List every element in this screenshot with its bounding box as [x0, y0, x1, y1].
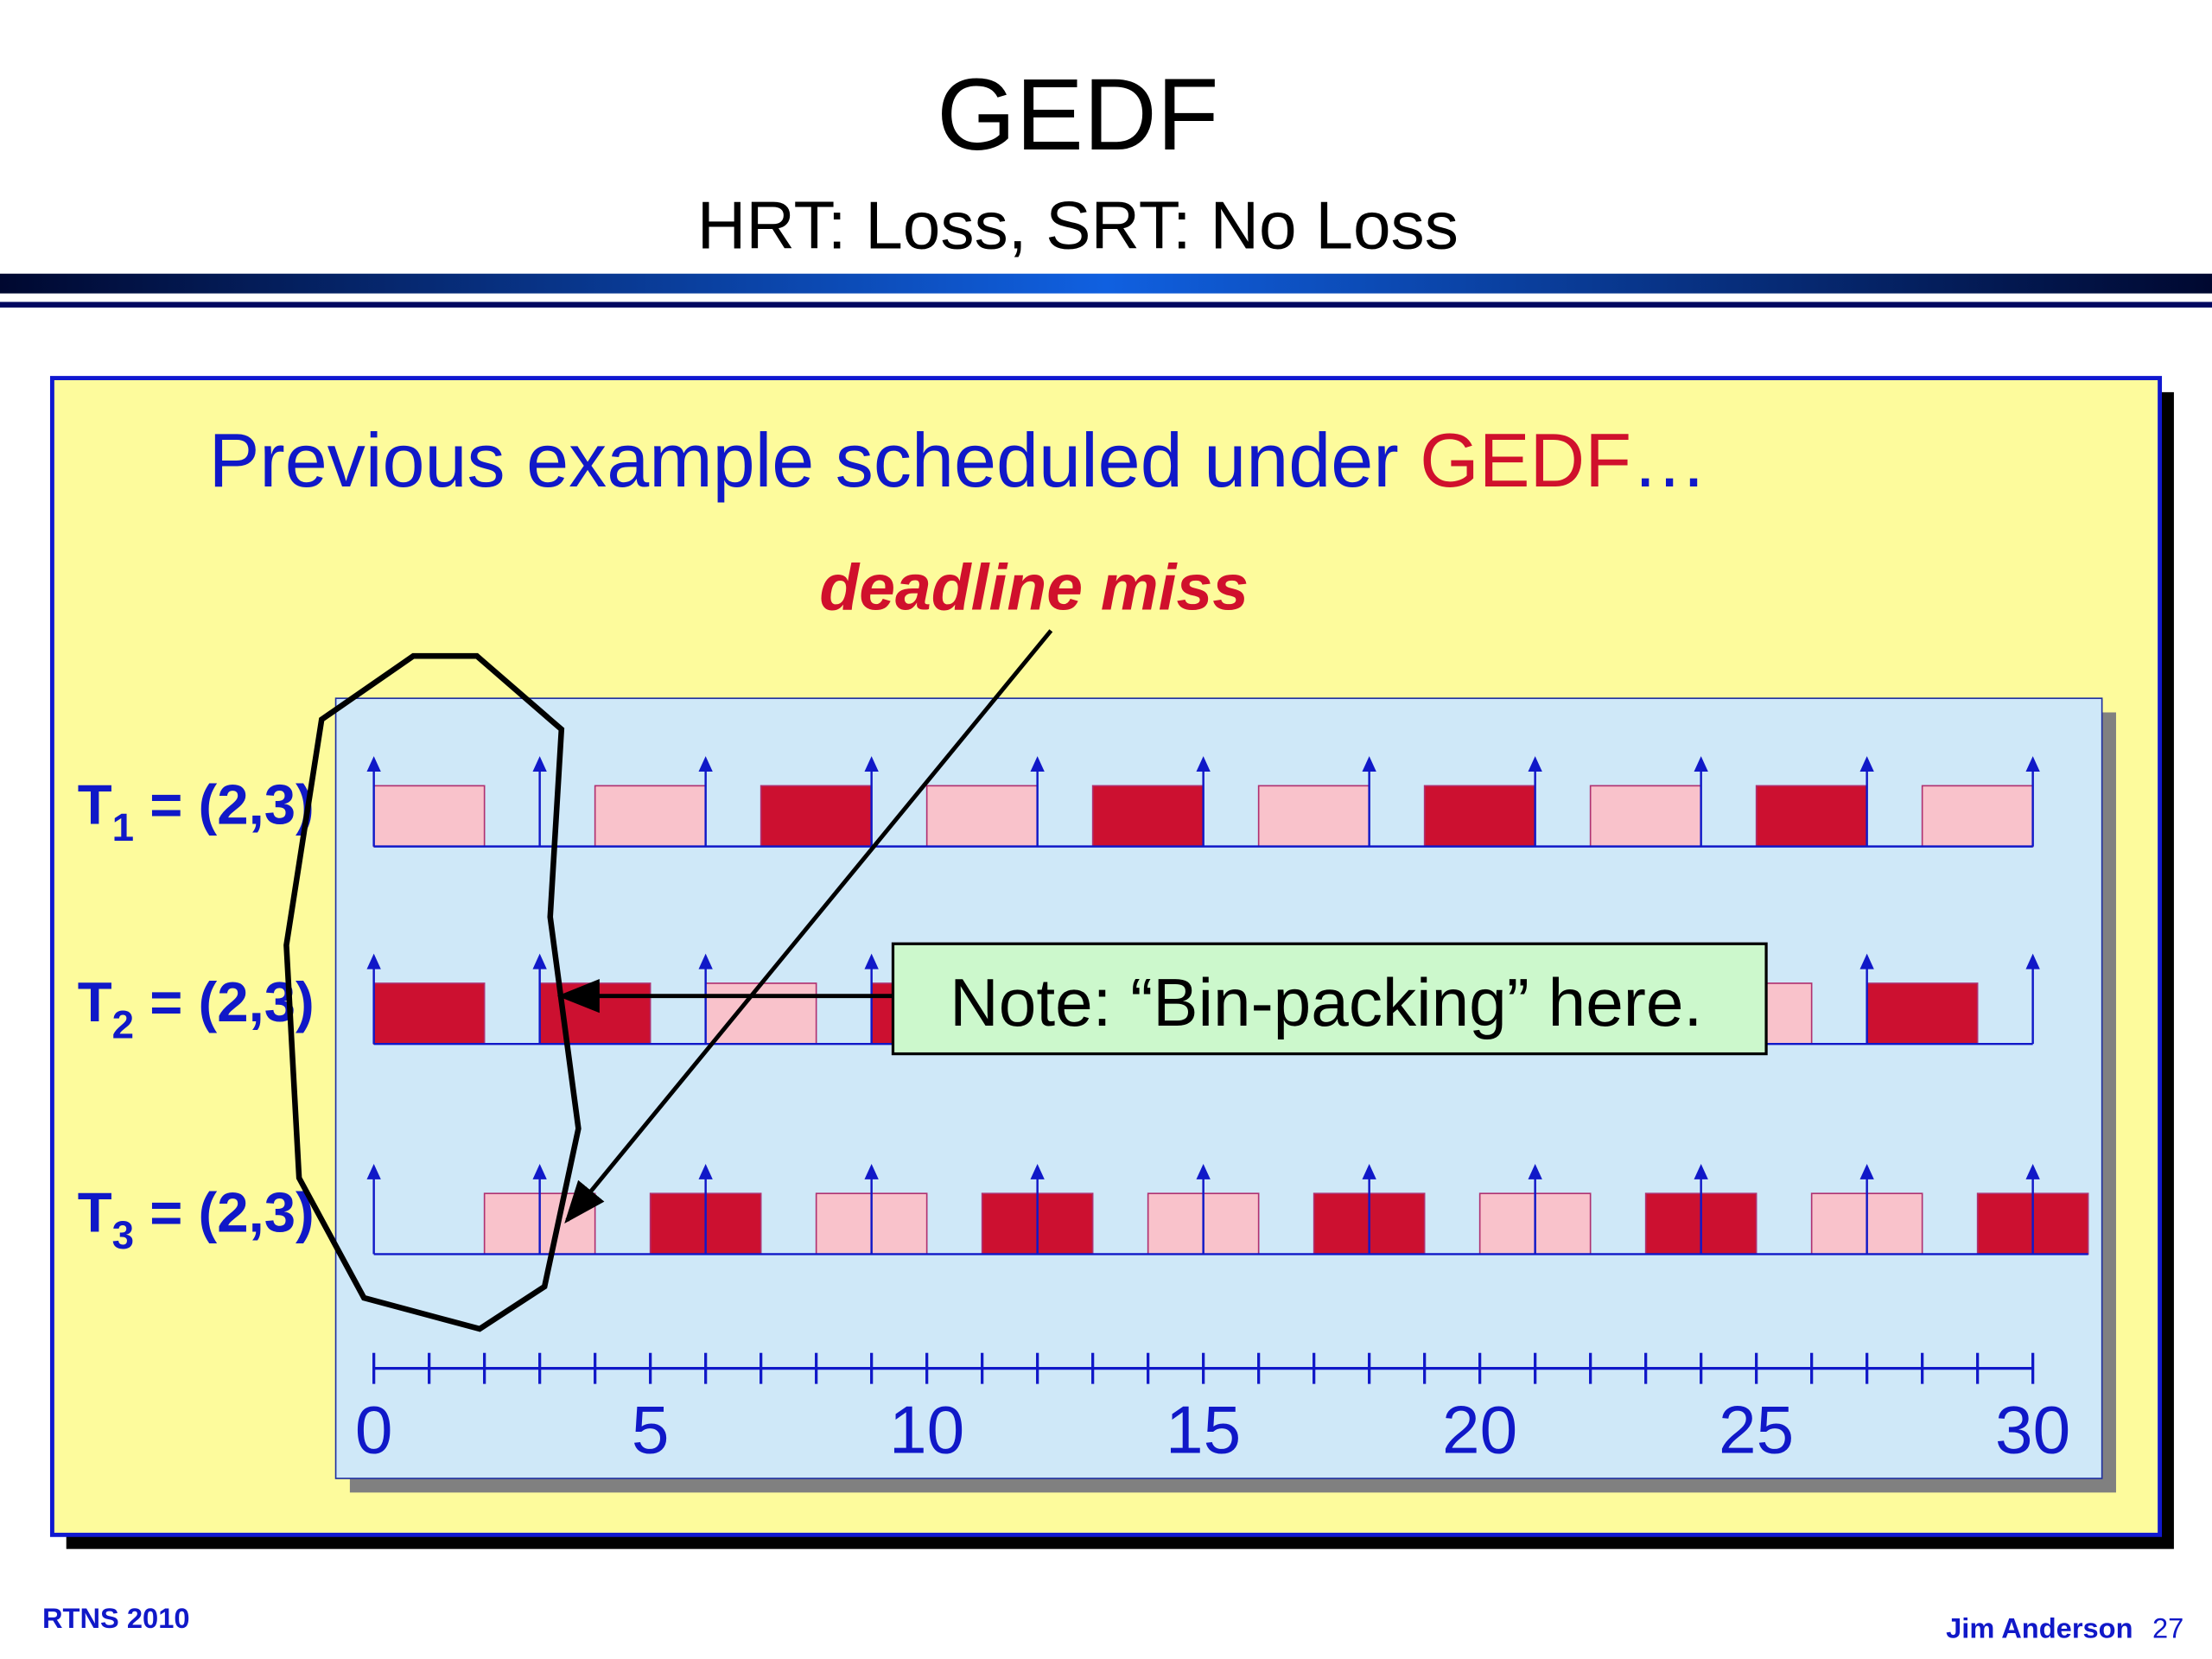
task-index: 3	[112, 1213, 134, 1257]
note-box	[891, 942, 1768, 1056]
annotation: deadline miss	[819, 550, 1249, 623]
release-head	[864, 953, 879, 969]
task-name: T	[78, 970, 112, 1033]
job	[704, 982, 817, 1045]
job	[372, 982, 486, 1045]
task-params: = (2,3)	[134, 772, 315, 836]
job	[1866, 982, 1979, 1045]
release-head	[1030, 756, 1045, 772]
highlight-loop	[283, 652, 582, 1332]
header-bar	[0, 273, 2212, 294]
release-head	[2025, 756, 2040, 772]
release-head	[698, 953, 713, 969]
job	[760, 785, 873, 848]
heading: Previous example scheduled under GEDF…	[209, 417, 1708, 503]
release-head	[532, 756, 547, 772]
release-head	[2025, 953, 2040, 969]
task-label: T1 = (2,3)	[78, 772, 315, 849]
release-head	[366, 953, 381, 969]
axis-tick-label: 15	[1166, 1392, 1241, 1468]
footer-left: RTNS 2010	[42, 1602, 190, 1634]
task-params: = (2,3)	[134, 1180, 315, 1243]
release-head	[1196, 756, 1211, 772]
release-head	[1362, 756, 1376, 772]
job	[1755, 785, 1868, 848]
release-head	[698, 1163, 713, 1179]
release-head	[1528, 756, 1542, 772]
release-head	[864, 1163, 879, 1179]
task-name: T	[78, 1180, 112, 1243]
release-head	[532, 953, 547, 969]
miss-arrow	[564, 629, 1053, 1224]
release-head	[1859, 1163, 1874, 1179]
task-index: 1	[112, 805, 134, 849]
release-head	[1694, 756, 1708, 772]
note: Note: “Bin-packing” here.	[950, 964, 1702, 1040]
release-head	[1362, 1163, 1376, 1179]
heading-text: Previous example scheduled under	[209, 417, 1421, 503]
job	[1589, 785, 1702, 848]
release-head	[1196, 1163, 1211, 1179]
release-head	[698, 756, 713, 772]
axis-tick-label: 5	[632, 1392, 670, 1468]
task-params: = (2,3)	[134, 970, 315, 1033]
footer-page: 27	[2152, 1612, 2183, 1644]
job	[538, 982, 652, 1045]
axis-tick-label: 0	[355, 1392, 393, 1468]
job	[1091, 785, 1205, 848]
job	[1423, 785, 1536, 848]
axis-tick-label: 25	[1719, 1392, 1794, 1468]
job	[594, 785, 707, 848]
release-head	[1694, 1163, 1708, 1179]
heading-highlight: GEDF	[1420, 417, 1631, 503]
subtitle: HRT: Loss, SRT: No Loss	[697, 187, 1459, 263]
axis-tick-label: 20	[1442, 1392, 1517, 1468]
release-head	[1528, 1163, 1542, 1179]
release-head	[2025, 1163, 2040, 1179]
task-label: T3 = (2,3)	[78, 1180, 315, 1257]
job	[372, 785, 486, 848]
task-name: T	[78, 772, 112, 836]
release-head	[1859, 756, 1874, 772]
axis-tick-label: 10	[889, 1392, 964, 1468]
task-label: T2 = (2,3)	[78, 970, 315, 1047]
job	[1257, 785, 1370, 848]
release-head	[366, 756, 381, 772]
release-head	[1859, 953, 1874, 969]
job	[925, 785, 1039, 848]
job	[1921, 785, 2034, 848]
footer-author: Jim Anderson	[1946, 1612, 2133, 1644]
release-head	[1030, 1163, 1045, 1179]
heading-ellipsis: …	[1631, 417, 1707, 503]
header-line	[0, 302, 2212, 308]
axis-tick-label: 30	[1995, 1392, 2070, 1468]
task-index: 2	[112, 1003, 134, 1047]
release-head	[366, 1163, 381, 1179]
release-head	[532, 1163, 547, 1179]
title: GEDF	[937, 58, 1219, 171]
release-head	[864, 756, 879, 772]
